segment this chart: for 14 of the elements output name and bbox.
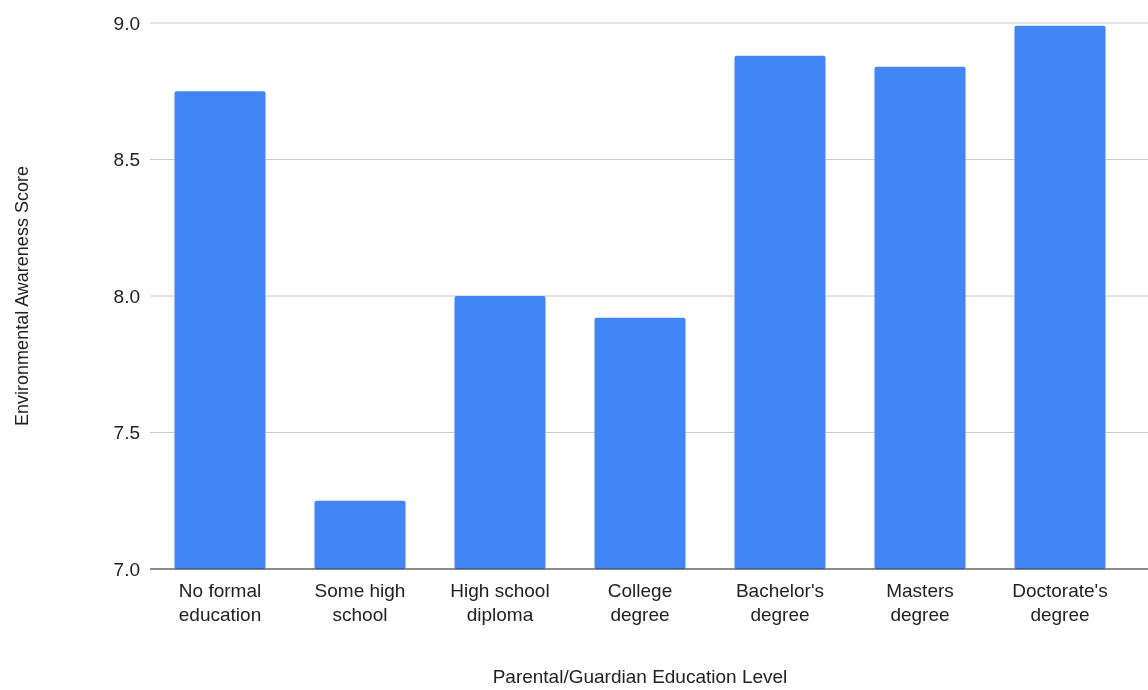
y-tick-label: 8.5 (113, 149, 140, 171)
x-axis-title: Parental/Guardian Education Level (492, 666, 788, 687)
y-tick-label: 7.5 (113, 422, 140, 444)
x-tick-label: High school diploma (450, 580, 550, 625)
y-tick-label: 8.0 (113, 285, 140, 307)
x-tick-label: Masters degree (886, 580, 954, 625)
x-tick-label: Some high school (314, 580, 406, 625)
y-tick-label: 9.0 (113, 12, 140, 34)
y-axis-title: Environmental Awareness Score (12, 166, 32, 426)
y-tick-label: 7.0 (113, 558, 140, 580)
x-tick-label: Bachelor's degree (735, 580, 825, 625)
x-tick-label: Doctorate's degree (1012, 580, 1108, 625)
x-tick-label: College degree (607, 580, 673, 625)
x-tick-label: No formal education (178, 580, 262, 625)
